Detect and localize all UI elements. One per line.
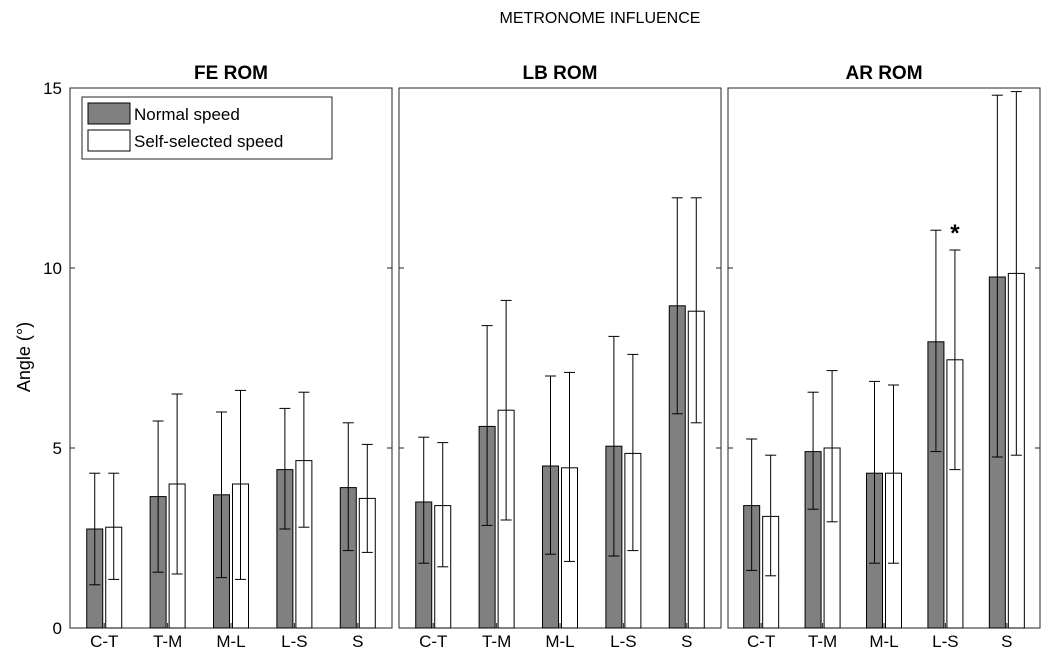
y-tick-label: 0 (53, 619, 62, 638)
significance-marker: * (950, 220, 960, 247)
legend-swatch (87, 129, 131, 152)
x-tick-label: M-L (869, 632, 898, 650)
x-tick-label: T-M (153, 632, 182, 650)
x-tick-label: L-S (932, 632, 958, 650)
x-tick-label: T-M (482, 632, 511, 650)
plot-area: FE ROM 0 5 10 15 C-T T-M M-L L-S S LB ROM C-T T-M M-L… (43, 63, 1041, 650)
legend-swatch (87, 102, 131, 125)
x-tick-label: L-S (610, 632, 636, 650)
x-tick-label: T-M (808, 632, 837, 650)
x-tick-label: C-T (419, 632, 447, 650)
y-axis-label: Angle (°) (14, 322, 34, 392)
x-tick-label: C-T (747, 632, 775, 650)
panel-title: AR ROM (845, 63, 922, 84)
x-tick-label: M-L (216, 632, 245, 650)
x-tick-label: S (1001, 632, 1012, 650)
panel-title: LB ROM (523, 63, 598, 84)
legend-label: Self-selected speed (134, 132, 283, 151)
y-tick-label: 5 (53, 439, 62, 458)
x-tick-label: L-S (281, 632, 307, 650)
panel-title: FE ROM (194, 63, 268, 84)
x-tick-label: S (352, 632, 363, 650)
x-tick-label: M-L (545, 632, 574, 650)
x-tick-label: S (681, 632, 692, 650)
y-tick-label: 10 (43, 259, 62, 278)
y-tick-label: 15 (43, 79, 62, 98)
x-tick-label: C-T (90, 632, 118, 650)
figure-title: METRONOME INFLUENCE (500, 10, 701, 27)
legend-label: Normal speed (134, 105, 240, 124)
